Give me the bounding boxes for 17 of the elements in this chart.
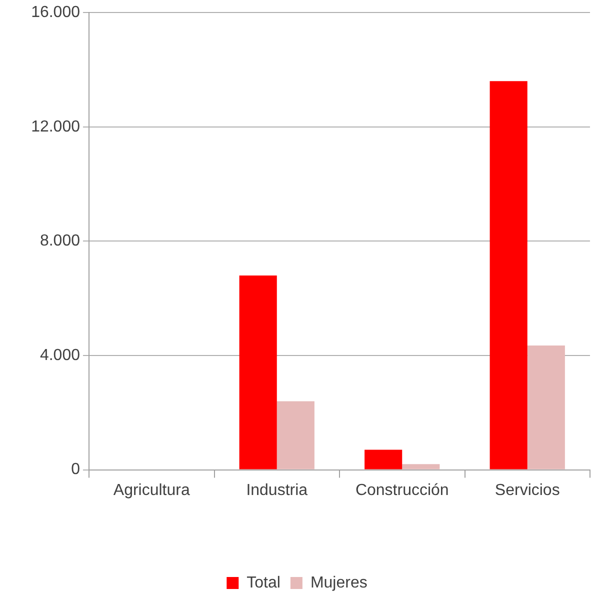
x-tick-label: Construcción [355, 482, 449, 499]
bar [527, 346, 565, 470]
x-tick-label: Servicios [494, 482, 560, 499]
x-tick-label: Agricultura [113, 482, 190, 499]
legend-label: Mujeres [310, 574, 368, 592]
x-tick-label: Industria [246, 482, 308, 499]
bar [402, 464, 440, 470]
y-tick-label: 0 [71, 461, 80, 478]
bar [276, 401, 314, 470]
bar [490, 81, 528, 470]
legend-label: Total [246, 574, 280, 592]
y-tick-label: 4.000 [40, 346, 80, 364]
y-tick-label: 8.000 [40, 232, 80, 250]
bar [239, 275, 277, 470]
y-tick-label: 16.000 [31, 4, 80, 22]
y-tick-label: 12.000 [31, 118, 80, 136]
bar [364, 450, 402, 470]
